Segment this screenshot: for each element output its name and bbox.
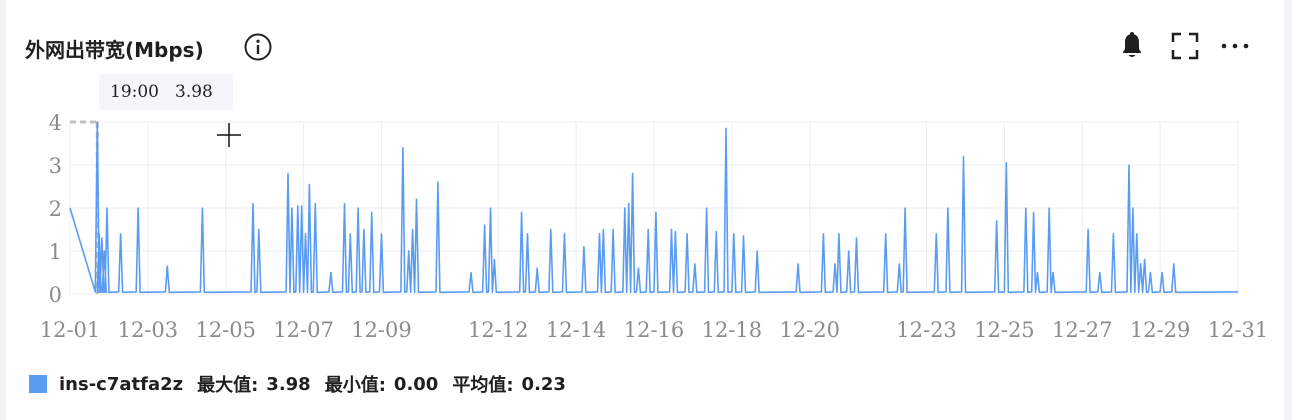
x-tick-label: 12-29: [1130, 318, 1191, 342]
legend-swatch: [29, 375, 47, 393]
chart-grid: [69, 121, 1239, 295]
crosshair-cursor-icon: [217, 123, 241, 147]
x-tick-label: 12-05: [195, 318, 256, 342]
y-tick-label: 1: [49, 240, 62, 264]
y-tick-label: 0: [49, 283, 62, 307]
info-icon[interactable]: [244, 33, 272, 61]
x-tick-label: 12-18: [702, 318, 763, 342]
x-tick-label: 12-14: [546, 318, 607, 342]
x-tick-label: 12-01: [40, 318, 101, 342]
x-tick-label: 12-03: [118, 318, 179, 342]
tooltip-time: 19:00: [110, 82, 159, 102]
x-axis-ticks: 12-01 12-03 12-05 12-07 12-09 12-12 12-14 12-16…: [40, 318, 1269, 342]
hover-guide: [70, 120, 99, 294]
y-axis-ticks: 0 1 2 3 4: [49, 111, 62, 307]
avg-label: 平均值:: [452, 375, 514, 396]
x-tick-label: 12-16: [624, 318, 685, 342]
y-tick-label: 4: [49, 111, 62, 135]
chart-title: 外网出带宽(Mbps): [25, 38, 204, 62]
x-tick-label: 12-23: [896, 318, 957, 342]
x-tick-label: 12-20: [779, 318, 840, 342]
series-line: [69, 121, 1239, 294]
x-tick-label: 12-09: [351, 318, 412, 342]
y-tick-label: 2: [49, 197, 62, 221]
x-tick-label: 12-25: [974, 318, 1035, 342]
bell-icon[interactable]: [1116, 30, 1148, 62]
more-icon[interactable]: [1219, 30, 1251, 62]
min-value: 0.00: [393, 373, 439, 395]
max-label: 最大值:: [197, 375, 259, 396]
x-tick-label: 12-31: [1208, 318, 1269, 342]
legend-series-name: ins-c7atfa2z: [59, 373, 184, 395]
chart-legend[interactable]: ins-c7atfa2z 最大值: 3.98 最小值: 0.00 平均值: 0.…: [29, 371, 566, 397]
chart-tooltip: 19:00 3.98: [99, 74, 233, 110]
min-label: 最小值:: [324, 375, 386, 396]
chart-card: 外网出带宽(Mbps): [6, 0, 1284, 420]
tooltip-value: 3.98: [175, 82, 213, 102]
y-tick-label: 3: [49, 154, 62, 178]
x-tick-label: 12-12: [468, 318, 529, 342]
x-tick-label: 12-07: [273, 318, 334, 342]
avg-value: 0.23: [521, 373, 566, 395]
x-tick-label: 12-27: [1052, 318, 1113, 342]
max-value: 3.98: [266, 373, 311, 395]
fullscreen-icon[interactable]: [1169, 30, 1201, 62]
